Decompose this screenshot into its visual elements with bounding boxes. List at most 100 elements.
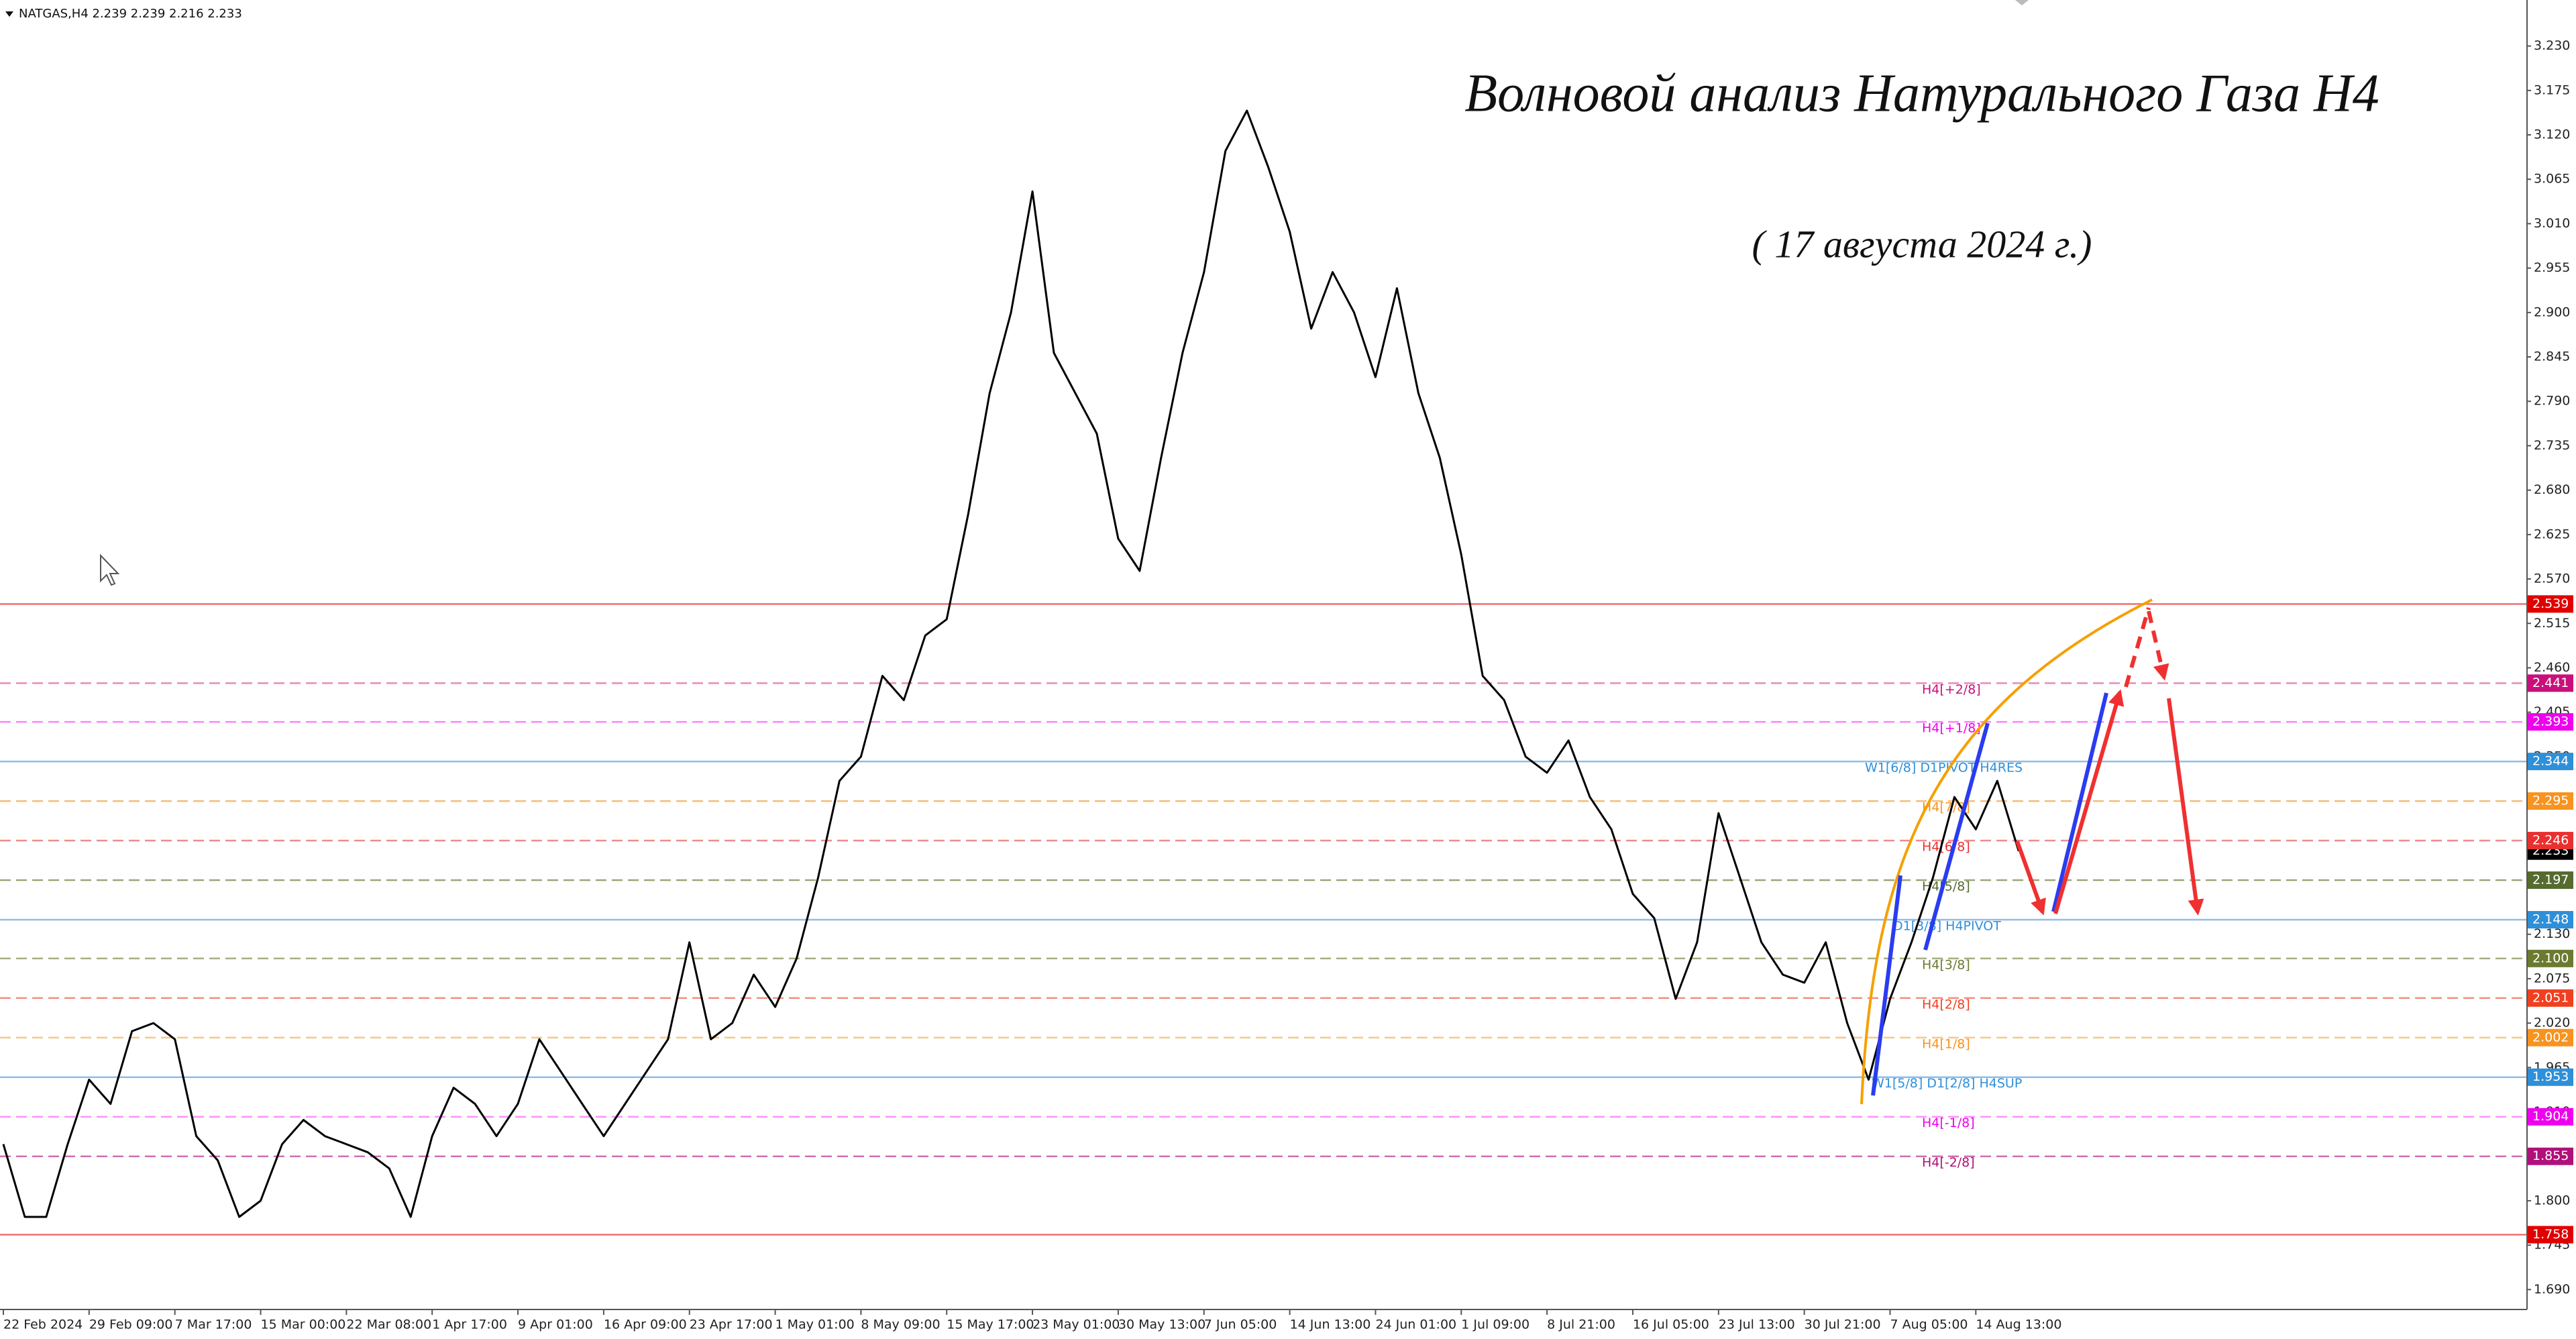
blue-wave [1923,722,1990,951]
chart-title: Волновой анализ Натурального Газа H4 [1464,64,2379,123]
x-tick-label: 1 Jul 09:00 [1461,1318,1529,1332]
level-box [2528,1028,2573,1047]
level-box [2528,595,2573,613]
level-label: 2.539 [2532,596,2569,611]
y-tick-label: 2.020 [2534,1016,2570,1030]
level-box [2528,871,2573,890]
level-box [2528,1068,2573,1086]
level-label: 2.295 [2532,794,2569,808]
red-arrow [2053,689,2125,914]
level-text: H4[+2/8] [1922,682,1981,697]
level-label: 2.051 [2532,990,2569,1005]
blue-wave [1871,875,1902,1096]
y-tick-label: 3.230 [2534,38,2570,53]
x-tick-label: 14 Jun 13:00 [1290,1318,1371,1332]
x-tick-label: 24 Jun 01:00 [1375,1318,1456,1332]
x-tick-label: 1 Apr 17:00 [432,1318,507,1332]
level-text: H4[+1/8] [1922,721,1981,736]
level-box [2528,949,2573,967]
y-tick-label: 2.515 [2534,616,2570,631]
level-label: 1.904 [2532,1109,2569,1124]
level-text: H4[1/8] [1922,1036,1970,1051]
x-tick-label: 7 Aug 05:00 [1890,1318,1968,1332]
y-tick-label: 3.120 [2534,127,2570,142]
level-label: 2.393 [2532,714,2569,729]
level-label: 1.855 [2532,1148,2569,1163]
y-tick-label: 3.175 [2534,83,2570,97]
level-text: H4[-1/8] [1922,1116,1975,1130]
level-box [2528,792,2573,810]
x-tick-label: 15 Mar 00:00 [261,1318,346,1332]
level-box [2528,1226,2573,1244]
x-tick-label: 8 May 09:00 [861,1318,940,1332]
x-tick-label: 16 Jul 05:00 [1633,1318,1709,1332]
level-text: H4[-2/8] [1922,1155,1975,1170]
y-tick-label: 2.955 [2534,260,2570,275]
mouse-cursor [100,553,120,586]
level-label: 2.441 [2532,676,2569,690]
level-box [2528,911,2573,929]
x-tick-label: 7 Mar 17:00 [175,1318,252,1332]
x-tick-label: 30 Jul 21:00 [1805,1318,1881,1332]
level-text: H4[2/8] [1922,997,1970,1012]
y-tick-label: 2.845 [2534,350,2570,364]
red-arrow-dashed [2147,610,2169,681]
level-text: D1[3/8] H4PIVOT [1893,919,2001,934]
level-box [2528,1108,2573,1126]
price-line [2,109,2020,1218]
level-label: 2.344 [2532,754,2569,769]
level-label: 2.197 [2532,873,2569,888]
y-tick-label: 2.900 [2534,305,2570,319]
level-box [2528,753,2573,771]
level-box [2528,1147,2573,1165]
y-tick-label: 2.625 [2534,527,2570,541]
y-tick-label: 2.790 [2534,394,2570,409]
red-arrow-dashed [2124,607,2151,688]
x-tick-label: 22 Mar 08:00 [346,1318,431,1332]
level-label: 2.100 [2532,951,2569,965]
forecast-drawing [1860,598,2204,1105]
x-tick-label: 23 Jul 13:00 [1719,1318,1795,1332]
price-plot [2,109,2020,1218]
x-tick-label: 7 Jun 05:00 [1204,1318,1277,1332]
level-label: 2.246 [2532,833,2569,848]
level-box [2528,832,2573,850]
y-tick-label: 2.130 [2534,926,2570,941]
symbol-header: NATGAS,H4 2.239 2.239 2.216 2.233 [19,7,242,21]
y-tick-label: 3.065 [2534,172,2570,186]
y-tick-label: 3.010 [2534,216,2570,231]
red-arrow [2167,698,2204,916]
level-text: H4[3/8] [1922,957,1970,972]
level-box [2528,989,2573,1007]
level-label: 2.002 [2532,1030,2569,1045]
price-labels: 2.2332.5392.4412.3932.3442.2952.2462.197… [2528,595,2573,1244]
y-tick-label: 2.680 [2534,482,2570,497]
x-tick-label: 9 Apr 01:00 [518,1318,593,1332]
x-tick-label: 1 May 01:00 [775,1318,855,1332]
y-tick-label: 1.800 [2534,1193,2570,1208]
scroll-marker [2015,0,2029,5]
x-tick-label: 22 Feb 2024 [3,1318,83,1332]
levels: H4[+2/8] H4[+1/8] W1[6/8] D1PIVOT H4RES H4[… [0,603,2527,1236]
level-box [2528,713,2573,731]
level-text: H4[6/8] [1922,840,1970,855]
level-text: W1[5/8] D1[2/8] H4SUP [1872,1076,2022,1091]
x-tick-label: 14 Aug 13:00 [1976,1318,2061,1332]
level-label: 1.953 [2532,1069,2569,1084]
level-text: H4[5/8] [1922,879,1970,894]
level-text: W1[6/8] D1PIVOT H4RES [1865,761,2023,775]
x-tick-label: 16 Apr 09:00 [604,1318,687,1332]
y-tick-label: 2.570 [2534,572,2570,586]
menu-triangle[interactable] [5,11,13,17]
x-tick-label: 29 Feb 09:00 [89,1318,173,1332]
y-tick-label: 1.690 [2534,1282,2570,1297]
x-tick-label: 23 May 01:00 [1032,1318,1120,1332]
blue-wave [2051,692,2108,912]
chart-subtitle: ( 17 августа 2024 г.) [1752,222,2092,266]
x-tick-label: 8 Jul 21:00 [1547,1318,1615,1332]
level-label: 2.148 [2532,912,2569,927]
axis: 3.230 3.175 3.120 3.065 3.010 2.955 2.900 2.845… [3,38,2570,1332]
orange-arc [1860,598,2153,1105]
